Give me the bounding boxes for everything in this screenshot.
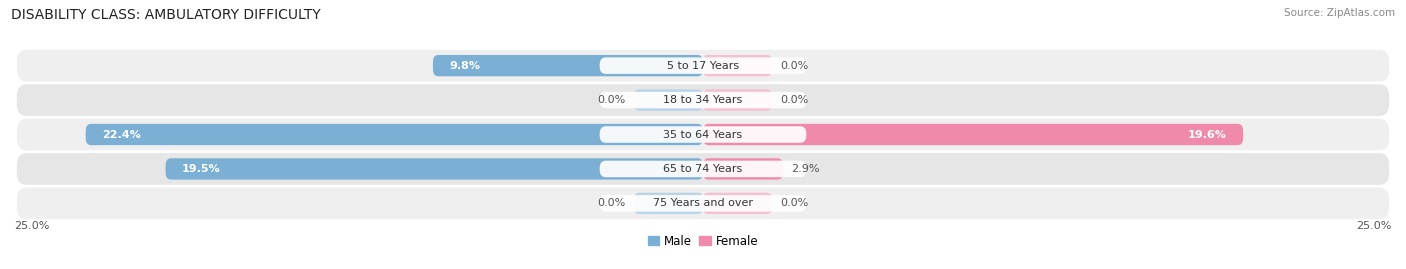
FancyBboxPatch shape bbox=[17, 50, 1389, 82]
FancyBboxPatch shape bbox=[634, 89, 703, 111]
Text: 0.0%: 0.0% bbox=[598, 198, 626, 208]
FancyBboxPatch shape bbox=[433, 55, 703, 76]
Text: 19.5%: 19.5% bbox=[183, 164, 221, 174]
Text: 65 to 74 Years: 65 to 74 Years bbox=[664, 164, 742, 174]
FancyBboxPatch shape bbox=[17, 187, 1389, 219]
FancyBboxPatch shape bbox=[703, 89, 772, 111]
Legend: Male, Female: Male, Female bbox=[643, 230, 763, 253]
Text: 19.6%: 19.6% bbox=[1188, 129, 1226, 140]
FancyBboxPatch shape bbox=[599, 92, 807, 108]
Text: 25.0%: 25.0% bbox=[1357, 221, 1392, 231]
FancyBboxPatch shape bbox=[634, 193, 703, 214]
Text: 0.0%: 0.0% bbox=[598, 95, 626, 105]
FancyBboxPatch shape bbox=[599, 57, 807, 74]
Text: 22.4%: 22.4% bbox=[103, 129, 141, 140]
Text: 2.9%: 2.9% bbox=[792, 164, 820, 174]
FancyBboxPatch shape bbox=[703, 193, 772, 214]
Text: 18 to 34 Years: 18 to 34 Years bbox=[664, 95, 742, 105]
FancyBboxPatch shape bbox=[17, 119, 1389, 150]
Text: 9.8%: 9.8% bbox=[450, 61, 481, 71]
FancyBboxPatch shape bbox=[599, 195, 807, 212]
Text: 35 to 64 Years: 35 to 64 Years bbox=[664, 129, 742, 140]
Text: 0.0%: 0.0% bbox=[780, 61, 808, 71]
Text: 75 Years and over: 75 Years and over bbox=[652, 198, 754, 208]
FancyBboxPatch shape bbox=[703, 124, 1243, 145]
FancyBboxPatch shape bbox=[599, 126, 807, 143]
FancyBboxPatch shape bbox=[17, 153, 1389, 185]
Text: 25.0%: 25.0% bbox=[14, 221, 49, 231]
FancyBboxPatch shape bbox=[599, 161, 807, 177]
FancyBboxPatch shape bbox=[86, 124, 703, 145]
Text: 0.0%: 0.0% bbox=[780, 95, 808, 105]
Text: DISABILITY CLASS: AMBULATORY DIFFICULTY: DISABILITY CLASS: AMBULATORY DIFFICULTY bbox=[11, 8, 321, 22]
FancyBboxPatch shape bbox=[703, 55, 772, 76]
Text: 0.0%: 0.0% bbox=[780, 198, 808, 208]
Text: 5 to 17 Years: 5 to 17 Years bbox=[666, 61, 740, 71]
Text: Source: ZipAtlas.com: Source: ZipAtlas.com bbox=[1284, 8, 1395, 18]
FancyBboxPatch shape bbox=[17, 84, 1389, 116]
FancyBboxPatch shape bbox=[166, 158, 703, 180]
FancyBboxPatch shape bbox=[703, 158, 783, 180]
